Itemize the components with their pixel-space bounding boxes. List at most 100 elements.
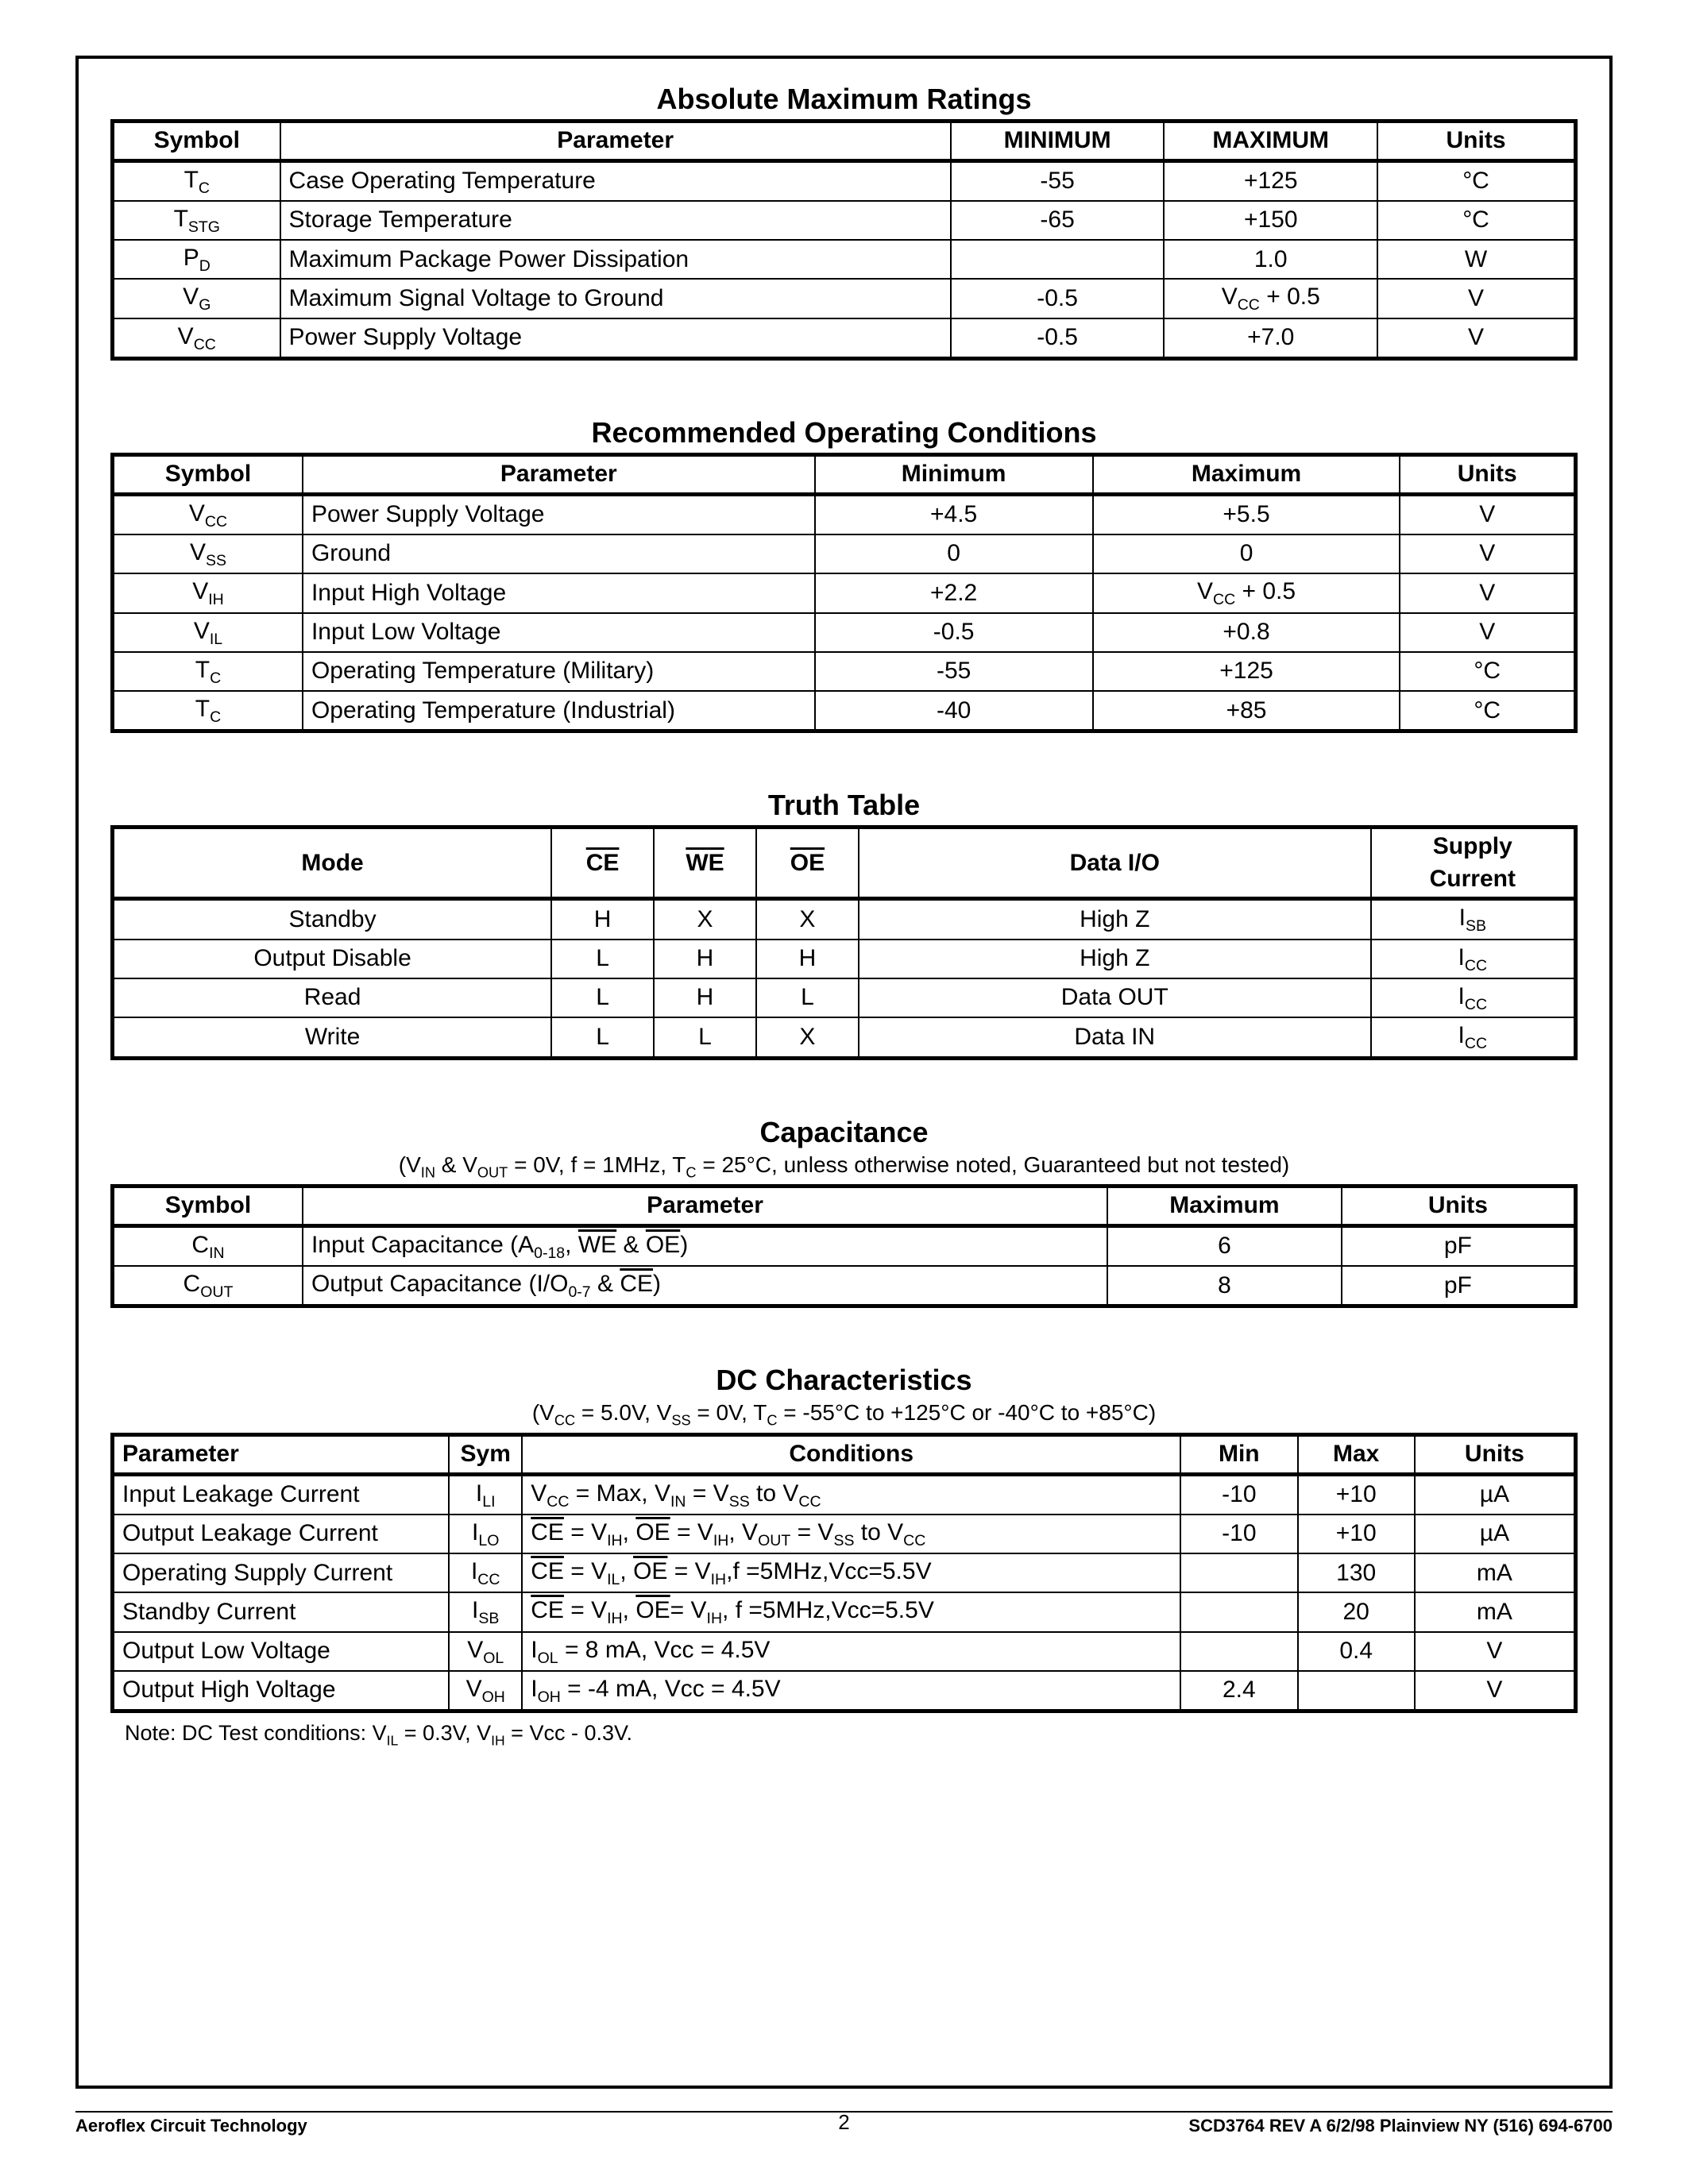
max-cell: +7.0 xyxy=(1164,318,1377,359)
dc-header: Conditions xyxy=(522,1435,1180,1475)
param-cell: Maximum Package Power Dissipation xyxy=(280,240,951,279)
table-row: TCOperating Temperature (Military)-55+12… xyxy=(113,652,1576,691)
cap-header: Maximum xyxy=(1107,1187,1342,1226)
max-cell: 0.4 xyxy=(1298,1632,1415,1671)
param-cell: Input Capacitance (A0-18, WE & OE) xyxy=(303,1225,1107,1266)
symbol-cell: CIN xyxy=(113,1225,303,1266)
units-cell: V xyxy=(1400,494,1575,534)
rec-op-table: SymbolParameterMinimumMaximumUnitsVCCPow… xyxy=(110,453,1578,733)
min-cell: -65 xyxy=(951,201,1165,240)
min-cell: -55 xyxy=(815,652,1093,691)
units-cell: pF xyxy=(1342,1266,1576,1306)
mode-cell: Read xyxy=(113,978,552,1017)
we-cell: H xyxy=(654,978,756,1017)
max-cell: +85 xyxy=(1093,691,1400,731)
cap-title: Capacitance xyxy=(110,1116,1578,1149)
table-row: TSTGStorage Temperature-65+150°C xyxy=(113,201,1576,240)
truth-header: SupplyCurrent xyxy=(1371,828,1576,899)
mode-cell: Standby xyxy=(113,899,552,940)
cond-cell: VCC = Max, VIN = VSS to VCC xyxy=(522,1474,1180,1515)
max-cell: 20 xyxy=(1298,1592,1415,1631)
param-cell: Operating Temperature (Industrial) xyxy=(303,691,815,731)
sym-cell: ILO xyxy=(449,1515,522,1553)
cap-table: SymbolParameterMaximumUnits CINInput Capa… xyxy=(110,1184,1578,1308)
param-cell: Ground xyxy=(303,534,815,573)
io-cell: High Z xyxy=(859,899,1371,940)
units-cell: µA xyxy=(1415,1515,1576,1553)
sym-cell: VOH xyxy=(449,1671,522,1711)
dc-header: Parameter xyxy=(113,1435,450,1475)
min-cell: -10 xyxy=(1180,1515,1297,1553)
table-row: Output Low VoltageVOLIOL = 8 mA, Vcc = 4… xyxy=(113,1632,1576,1671)
table-row: Operating Supply CurrentICCCE = VIL, OE … xyxy=(113,1553,1576,1592)
truth-title: Truth Table xyxy=(110,789,1578,822)
sym-cell: ICC xyxy=(449,1553,522,1592)
oe-cell: L xyxy=(756,978,859,1017)
dc-note: Note: DC Test conditions: VIL = 0.3V, VI… xyxy=(125,1721,1578,1749)
min-cell: -0.5 xyxy=(951,318,1165,359)
footer-page-number: 2 xyxy=(75,2110,1613,2135)
abs-max-header: Units xyxy=(1377,122,1575,161)
units-cell: V xyxy=(1377,279,1575,318)
cap-header: Parameter xyxy=(303,1187,1107,1226)
ce-cell: L xyxy=(551,978,654,1017)
max-cell: VCC + 0.5 xyxy=(1093,573,1400,612)
rec-op-header: Maximum xyxy=(1093,455,1400,495)
rec-op-header: Units xyxy=(1400,455,1575,495)
param-cell: Power Supply Voltage xyxy=(303,494,815,534)
min-cell: +2.2 xyxy=(815,573,1093,612)
min-cell: -40 xyxy=(815,691,1093,731)
max-cell: 0 xyxy=(1093,534,1400,573)
symbol-cell: PD xyxy=(113,240,280,279)
abs-max-header: Symbol xyxy=(113,122,280,161)
cap-header: Units xyxy=(1342,1187,1576,1226)
max-cell: VCC + 0.5 xyxy=(1164,279,1377,318)
cond-cell: IOH = -4 mA, Vcc = 4.5V xyxy=(522,1671,1180,1711)
units-cell: V xyxy=(1377,318,1575,359)
symbol-cell: VG xyxy=(113,279,280,318)
abs-max-table: SymbolParameterMINIMUMMAXIMUMUnitsTCCase… xyxy=(110,119,1578,361)
table-row: VGMaximum Signal Voltage to Ground-0.5VC… xyxy=(113,279,1576,318)
min-cell: -55 xyxy=(951,160,1165,201)
max-cell: +0.8 xyxy=(1093,613,1400,652)
ce-cell: L xyxy=(551,940,654,978)
min-cell: 0 xyxy=(815,534,1093,573)
table-row: Output Leakage CurrentILOCE = VIH, OE = … xyxy=(113,1515,1576,1553)
table-row: Standby CurrentISBCE = VIH, OE= VIH, f =… xyxy=(113,1592,1576,1631)
table-row: TCOperating Temperature (Industrial)-40+… xyxy=(113,691,1576,731)
rec-op-header: Parameter xyxy=(303,455,815,495)
units-cell: mA xyxy=(1415,1553,1576,1592)
table-row: StandbyHXXHigh ZISB xyxy=(113,899,1576,940)
symbol-cell: VCC xyxy=(113,318,280,359)
ce-cell: L xyxy=(551,1017,654,1058)
sym-cell: ILI xyxy=(449,1474,522,1515)
ce-cell: H xyxy=(551,899,654,940)
max-cell: 130 xyxy=(1298,1553,1415,1592)
table-row: PDMaximum Package Power Dissipation1.0W xyxy=(113,240,1576,279)
max-cell: +125 xyxy=(1164,160,1377,201)
dc-title: DC Characteristics xyxy=(110,1364,1578,1397)
io-cell: Data OUT xyxy=(859,978,1371,1017)
truth-header: Data I/O xyxy=(859,828,1371,899)
min-cell xyxy=(951,240,1165,279)
dc-header: Min xyxy=(1180,1435,1297,1475)
param-cell: Input Low Voltage xyxy=(303,613,815,652)
truth-header: OE xyxy=(756,828,859,899)
table-row: VILInput Low Voltage-0.5+0.8V xyxy=(113,613,1576,652)
dc-subtitle: (VCC = 5.0V, VSS = 0V, TC = -55°C to +12… xyxy=(110,1400,1578,1430)
dc-table: ParameterSymConditionsMinMaxUnitsInput L… xyxy=(110,1433,1578,1713)
param-cell: Output Capacitance (I/O0-7 & CE) xyxy=(303,1266,1107,1306)
min-cell xyxy=(1180,1632,1297,1671)
truth-table: ModeCEWEOEData I/OSupplyCurrentStandbyHX… xyxy=(110,825,1578,1059)
abs-max-header: MINIMUM xyxy=(951,122,1165,161)
param-cell: Input High Voltage xyxy=(303,573,815,612)
table-row: Output High VoltageVOHIOH = -4 mA, Vcc =… xyxy=(113,1671,1576,1711)
min-cell: 2.4 xyxy=(1180,1671,1297,1711)
min-cell: +4.5 xyxy=(815,494,1093,534)
cap-header: Symbol xyxy=(113,1187,303,1226)
max-cell: +10 xyxy=(1298,1515,1415,1553)
table-row: Output DisableLHHHigh ZICC xyxy=(113,940,1576,978)
units-cell: V xyxy=(1415,1671,1576,1711)
min-cell xyxy=(1180,1592,1297,1631)
max-cell: 8 xyxy=(1107,1266,1342,1306)
